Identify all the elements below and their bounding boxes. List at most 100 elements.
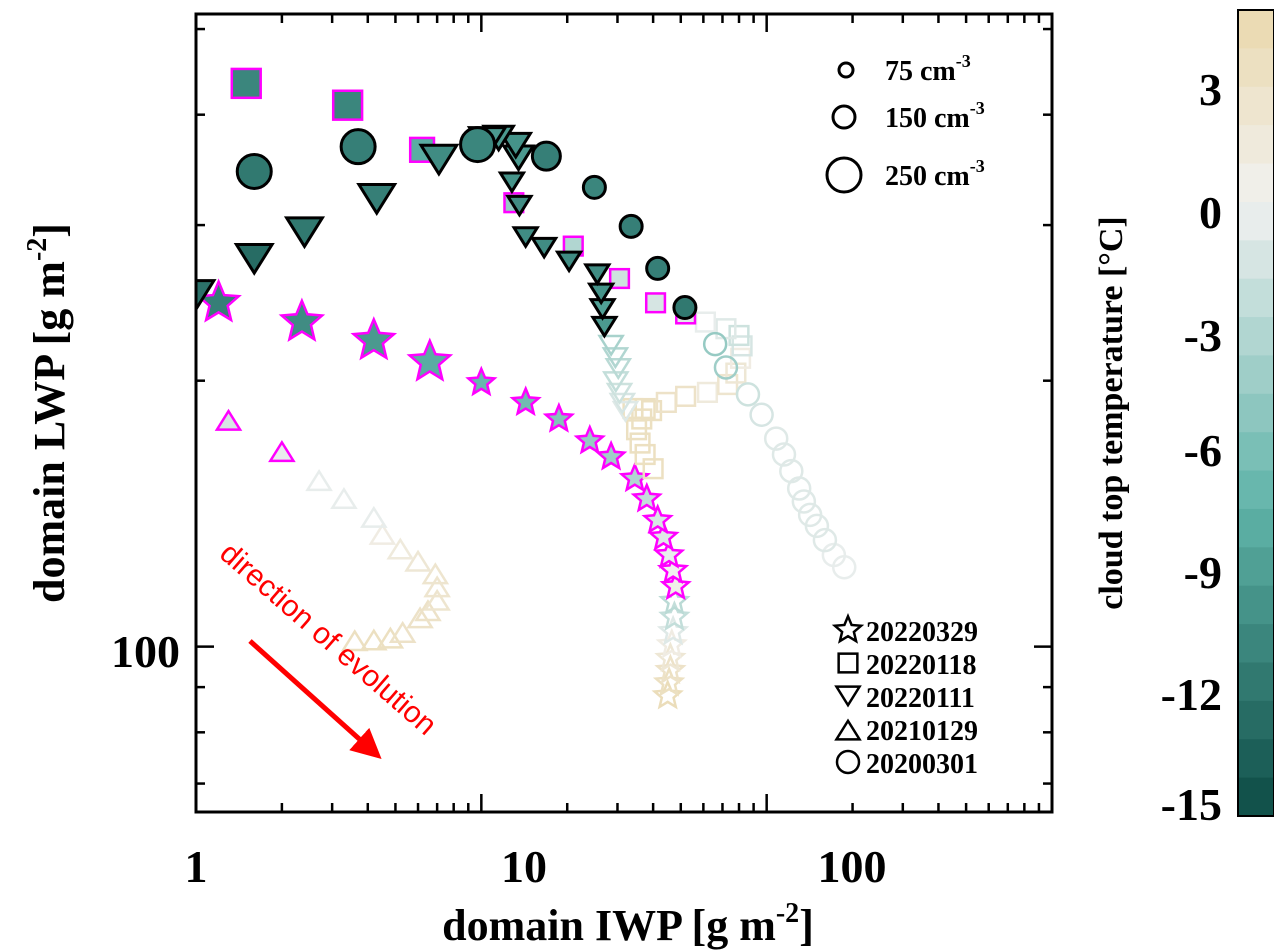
data-point: [388, 620, 417, 643]
data-point: [594, 439, 628, 471]
y-axis-title: domain LWP [g m-2]: [22, 223, 74, 603]
data-point: [625, 419, 648, 441]
x-axis-title: domain IWP [g m-2]: [442, 898, 814, 950]
colorbar-segment: [1238, 547, 1274, 587]
case-legend-label-20200301: 20200301: [866, 749, 978, 780]
data-point: [601, 347, 630, 370]
data-point: [641, 503, 674, 535]
data-point: [423, 588, 451, 611]
data-point: [672, 295, 698, 321]
y-tick-label-100: 100: [111, 626, 180, 677]
data-point: [339, 128, 377, 166]
data-point: [604, 358, 633, 381]
data-point: [529, 236, 559, 260]
colorbar-tick-label: -9: [1184, 547, 1222, 598]
data-point: [283, 216, 326, 250]
data-point: [498, 131, 534, 160]
case-legend-label-20220118: 20220118: [866, 650, 976, 681]
data-point: [509, 385, 542, 417]
colorbar-tick-label: -15: [1161, 779, 1222, 830]
data-point: [573, 423, 607, 455]
plot-frame: [194, 12, 1054, 814]
data-point: [696, 381, 719, 403]
data-point: [735, 382, 761, 407]
data-point: [634, 443, 656, 466]
data-point: [423, 575, 451, 598]
colorbar-segment: [1238, 700, 1274, 740]
data-point: [786, 476, 812, 501]
evolution-arrow: [248, 639, 382, 760]
data-point: [581, 174, 607, 200]
data-point: [647, 520, 680, 552]
data-point: [421, 562, 450, 585]
data-point: [642, 458, 664, 480]
colorbar-segment: [1238, 278, 1274, 318]
data-point: [675, 385, 697, 407]
data-point: [350, 316, 398, 361]
colorbar-segment: [1238, 10, 1274, 49]
data-point: [233, 242, 275, 276]
colorbar-segment: [1238, 470, 1274, 510]
data-point: [360, 628, 388, 651]
data-point: [821, 542, 847, 568]
data-point: [654, 653, 687, 685]
data-point: [278, 297, 326, 342]
data-point: [608, 392, 637, 415]
data-point: [728, 324, 750, 347]
data-point: [235, 152, 273, 190]
data-point: [340, 629, 369, 652]
data-point: [386, 537, 415, 560]
data-point: [376, 626, 405, 649]
data-point: [542, 401, 576, 433]
data-point: [331, 89, 364, 121]
colorbar-segment: [1238, 585, 1274, 625]
size-legend-marker-250: [825, 156, 863, 194]
data-point: [658, 600, 691, 631]
colorbar-segment: [1238, 125, 1274, 165]
data-point: [702, 331, 728, 357]
data-point: [812, 527, 838, 553]
data-point: [406, 337, 454, 382]
colorbar-segment: [1238, 201, 1274, 241]
data-point: [196, 279, 217, 313]
data-point: [459, 126, 497, 164]
colorbar-ticks: 3 0 -3 -6 -9 -12 -15: [1161, 64, 1222, 830]
data-point: [715, 318, 737, 340]
data-point: [368, 522, 397, 545]
data-point: [586, 282, 616, 306]
colorbar: [1238, 10, 1274, 817]
data-point: [652, 537, 686, 569]
axis-ticks: [194, 14, 1052, 812]
data-point: [406, 606, 434, 629]
x-tick-label-100: 100: [818, 841, 887, 892]
data-point: [779, 458, 804, 484]
colorbar-segment: [1238, 355, 1274, 395]
data-point: [418, 143, 460, 177]
colorbar-segment: [1238, 393, 1274, 433]
data-point: [644, 292, 667, 314]
colorbar-segment: [1238, 163, 1274, 203]
case-legend-marker-20210129: [834, 718, 862, 741]
data-point: [554, 250, 584, 274]
colorbar-segment: [1238, 240, 1274, 280]
x-tick-label-10: 10: [501, 841, 547, 892]
data-point: [771, 442, 797, 467]
colorbar-segment: [1238, 432, 1274, 472]
data-point: [629, 432, 651, 454]
data-point: [652, 665, 686, 697]
series-20220329: [196, 278, 692, 710]
data-point: [611, 400, 640, 424]
data-point: [404, 549, 432, 572]
case-legend-marker-20220118: [837, 652, 859, 674]
data-point: [630, 481, 663, 513]
data-point: [694, 311, 717, 333]
x-tick-label-1: 1: [185, 841, 208, 892]
colorbar-tick-label: -6: [1184, 425, 1222, 476]
case-legend-marker-20220329: [831, 613, 865, 644]
data-point: [505, 194, 534, 218]
data-point: [497, 171, 527, 195]
data-point: [713, 355, 739, 380]
colorbar-segment: [1238, 86, 1274, 126]
data-point: [511, 226, 540, 250]
